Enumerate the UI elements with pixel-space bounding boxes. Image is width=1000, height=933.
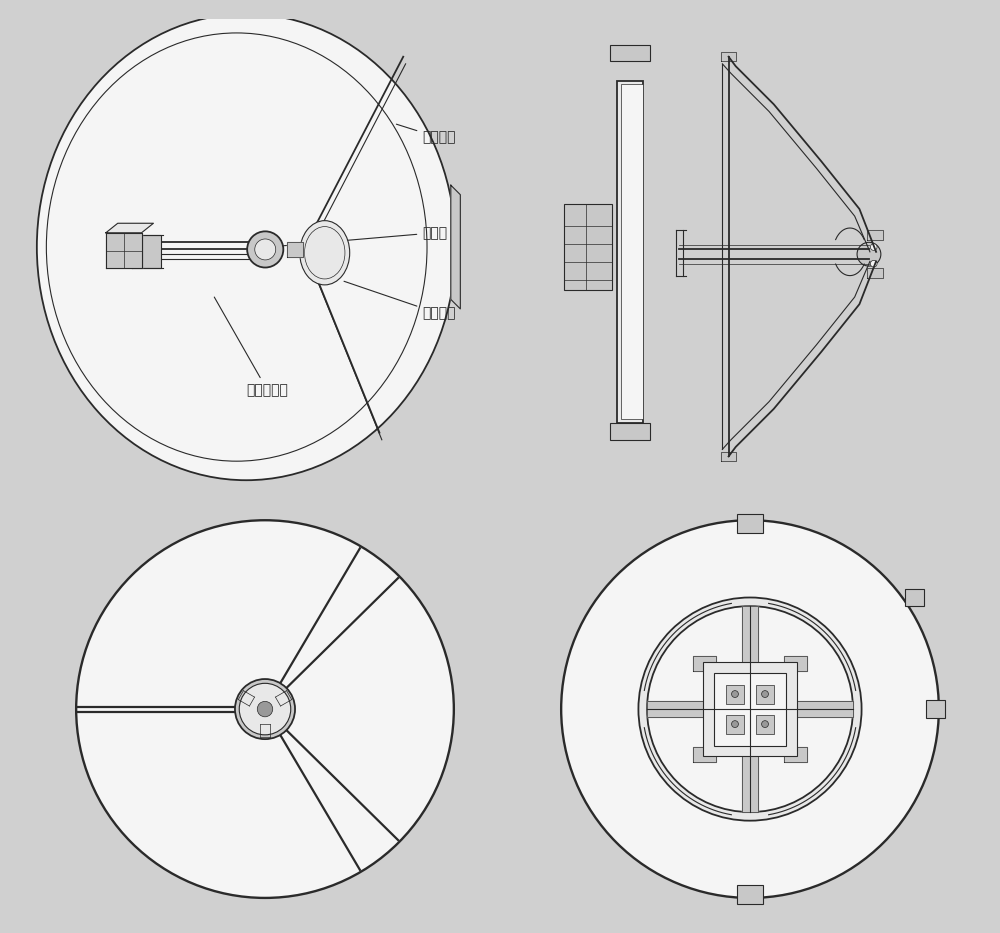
Polygon shape (451, 185, 460, 309)
Circle shape (732, 720, 738, 728)
Bar (621, 84, 643, 419)
Circle shape (732, 690, 738, 698)
Ellipse shape (46, 33, 427, 461)
Text: 副反射面: 副反射面 (344, 281, 456, 321)
Polygon shape (647, 702, 733, 717)
Polygon shape (742, 606, 758, 692)
Polygon shape (106, 233, 142, 269)
Circle shape (239, 683, 291, 735)
Bar (737, 514, 763, 533)
Circle shape (870, 244, 877, 250)
Polygon shape (721, 52, 736, 62)
Circle shape (235, 679, 295, 739)
Bar (737, 885, 763, 904)
Circle shape (257, 702, 273, 717)
Bar (726, 715, 744, 733)
Polygon shape (693, 656, 716, 671)
Text: 支撑杆: 支撑杆 (282, 226, 447, 246)
Polygon shape (106, 223, 153, 233)
Bar (756, 685, 774, 703)
Bar (564, 204, 612, 290)
Polygon shape (784, 656, 807, 671)
Text: 四喘叭馈源: 四喘叭馈源 (214, 297, 288, 397)
Polygon shape (742, 726, 758, 812)
Polygon shape (784, 747, 807, 762)
Circle shape (76, 521, 454, 898)
Polygon shape (867, 230, 883, 240)
Circle shape (638, 597, 862, 821)
Circle shape (247, 231, 283, 268)
Bar (726, 685, 744, 703)
Bar (610, 424, 650, 439)
Circle shape (762, 690, 768, 698)
Bar (905, 589, 924, 606)
Ellipse shape (300, 220, 350, 285)
Bar (756, 715, 774, 733)
Ellipse shape (37, 14, 456, 480)
Bar (714, 673, 786, 745)
Polygon shape (721, 452, 736, 461)
Circle shape (762, 720, 768, 728)
Bar (617, 80, 643, 424)
Circle shape (870, 260, 877, 267)
Bar (703, 661, 797, 757)
Polygon shape (693, 747, 716, 762)
Polygon shape (867, 269, 883, 278)
Bar (142, 235, 161, 269)
Circle shape (647, 606, 853, 812)
Circle shape (561, 521, 939, 898)
Circle shape (857, 243, 881, 266)
Polygon shape (287, 243, 303, 257)
Polygon shape (767, 702, 853, 717)
Bar (610, 45, 650, 62)
Circle shape (255, 239, 276, 260)
Text: 主反射面: 主反射面 (396, 124, 456, 145)
Bar (926, 701, 945, 717)
